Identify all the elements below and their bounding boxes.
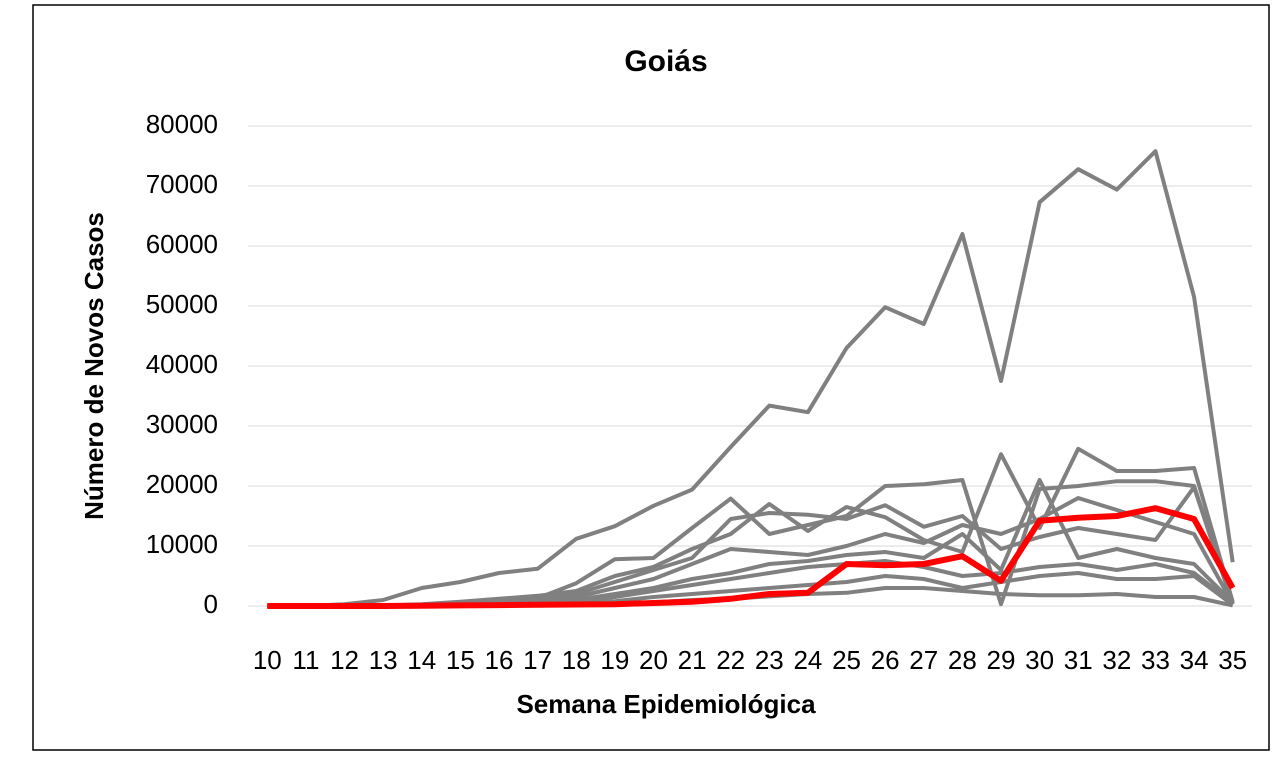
x-tick-label: 23 [755, 645, 784, 675]
x-tick-label: 16 [485, 645, 514, 675]
y-tick-label: 60000 [146, 229, 218, 259]
x-tick-label: 21 [678, 645, 707, 675]
chart-title: Goiás [624, 45, 707, 78]
x-tick-label: 35 [1218, 645, 1247, 675]
x-tick-label: 11 [292, 645, 319, 675]
x-tick-label: 25 [832, 645, 861, 675]
series-line [267, 149, 1235, 608]
x-tick-label: 32 [1102, 645, 1131, 675]
y-tick-label: 40000 [146, 349, 218, 379]
y-axis-label: Número de Novos Casos [79, 212, 109, 520]
x-tick-label: 29 [987, 645, 1016, 675]
x-tick-label: 12 [330, 645, 359, 675]
series-line [267, 505, 1236, 609]
y-tick-label: 80000 [146, 109, 218, 139]
chart-frame [32, 4, 1270, 751]
x-tick-label: 31 [1064, 645, 1093, 675]
x-tick-label: 27 [909, 645, 938, 675]
x-tick-label: 34 [1180, 645, 1209, 675]
x-tick-label: 26 [871, 645, 900, 675]
y-tick-label: 20000 [146, 469, 218, 499]
y-tick-label: 70000 [146, 169, 218, 199]
x-tick-label: 28 [948, 645, 977, 675]
x-tick-label: 15 [446, 645, 475, 675]
x-tick-label: 10 [253, 645, 282, 675]
x-tick-label: 13 [369, 645, 398, 675]
x-tick-label: 33 [1141, 645, 1170, 675]
x-tick-label: 19 [600, 645, 629, 675]
x-tick-label: 30 [1025, 645, 1054, 675]
x-tick-label: 14 [407, 645, 436, 675]
x-tick-label: 24 [793, 645, 822, 675]
x-tick-label: 18 [562, 645, 591, 675]
x-tick-label: 20 [639, 645, 668, 675]
x-axis-label: Semana Epidemiológica [516, 689, 816, 719]
x-tick-label: 22 [716, 645, 745, 675]
y-tick-label: 10000 [146, 529, 218, 559]
y-tick-label: 0 [204, 589, 218, 619]
y-tick-label: 50000 [146, 289, 218, 319]
y-tick-label: 30000 [146, 409, 218, 439]
x-tick-label: 17 [523, 645, 552, 675]
